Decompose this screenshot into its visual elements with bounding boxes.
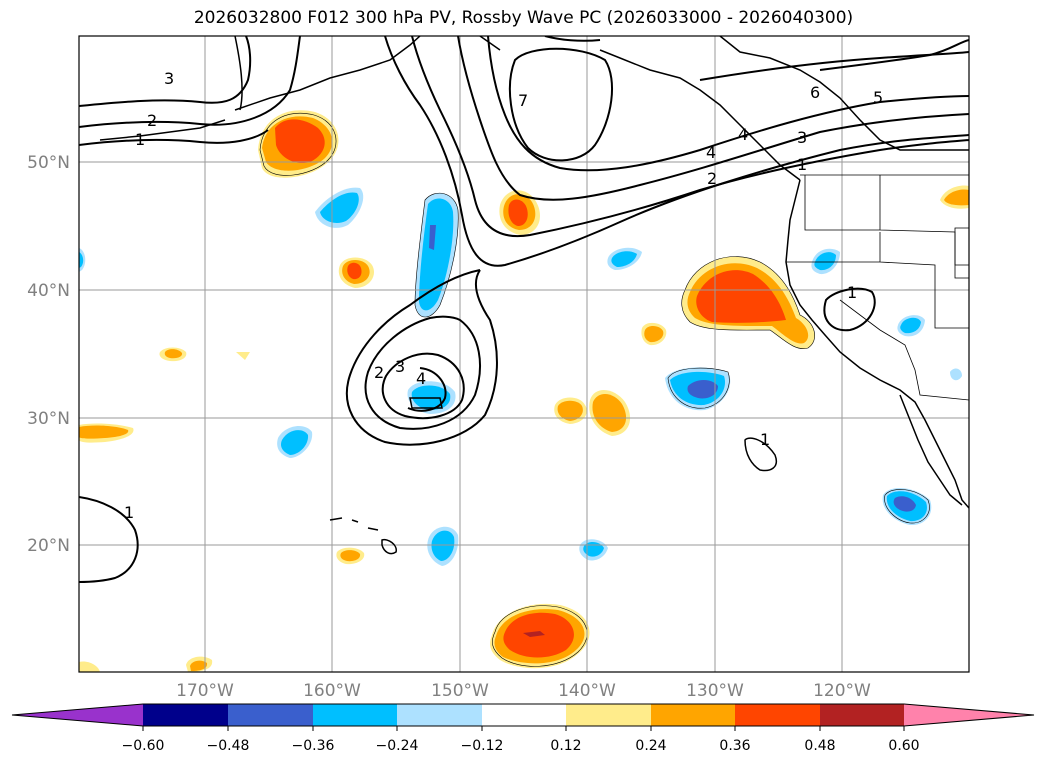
- contour-label: 6: [810, 83, 820, 102]
- lat-label: 20°N: [27, 536, 70, 556]
- map-panel: [79, 36, 969, 672]
- latitude-labels: 50°N 40°N 30°N 20°N: [27, 153, 70, 556]
- contour-label: 7: [518, 91, 528, 110]
- map-frame: [78, 35, 970, 673]
- colorbar-tick-label: 0.36: [719, 738, 750, 754]
- colorbar-bin: [651, 704, 735, 726]
- colorbar-ticks: [142, 726, 905, 731]
- colorbar-overflow: [904, 704, 1034, 726]
- contour-label: 1: [760, 430, 770, 449]
- contour-label: 1: [797, 155, 807, 174]
- lat-label: 50°N: [27, 153, 70, 173]
- colorbar-underflow: [12, 704, 143, 726]
- colorbar-tick-label: 0.24: [635, 738, 666, 754]
- longitude-labels: 170°W 160°W 150°W 140°W 130°W 120°W: [176, 681, 871, 701]
- coastlines: [99, 36, 969, 555]
- colorbar-bin: [397, 704, 482, 726]
- colorbar-tick-label: −0.12: [461, 738, 504, 754]
- colorbar-tick-labels: −0.60 −0.48 −0.36 −0.24 −0.12 0.12 0.24 …: [122, 738, 920, 754]
- contour-label: 1: [847, 283, 857, 302]
- negative-pv-shading: [79, 187, 962, 566]
- colorbar-bin: [482, 704, 566, 726]
- colorbar-bin: [228, 704, 313, 726]
- lon-label: 170°W: [176, 681, 234, 701]
- lon-label: 160°W: [303, 681, 361, 701]
- contour-label: 2: [147, 111, 157, 130]
- colorbar-tick-label: −0.24: [376, 738, 419, 754]
- colorbar-tick-label: −0.36: [292, 738, 335, 754]
- contour-label: 3: [395, 357, 405, 376]
- map-title: 2026032800 F012 300 hPa PV, Rossby Wave …: [193, 8, 854, 28]
- lon-label: 140°W: [558, 681, 616, 701]
- lon-label: 120°W: [813, 681, 871, 701]
- contour-label: 1: [135, 130, 145, 149]
- colorbar-bin: [566, 704, 651, 726]
- contour-label: 4: [738, 125, 748, 144]
- lat-label: 30°N: [27, 409, 70, 429]
- colorbar-tick-label: −0.48: [207, 738, 250, 754]
- colorbar-tick-label: 0.48: [804, 738, 835, 754]
- contour-label: 3: [164, 69, 174, 88]
- colorbar-bin: [820, 704, 904, 726]
- colorbar-tick-label: −0.60: [122, 738, 165, 754]
- contour-label: 4: [706, 143, 716, 162]
- contour-label: 4: [416, 369, 426, 388]
- colorbar-bin: [313, 704, 397, 726]
- lon-label: 150°W: [431, 681, 489, 701]
- colorbar-bin: [143, 704, 228, 726]
- pv-contours: [79, 36, 969, 583]
- colorbar: −0.60 −0.48 −0.36 −0.24 −0.12 0.12 0.24 …: [11, 703, 1035, 754]
- lat-label: 40°N: [27, 281, 70, 301]
- contour-label: 2: [707, 169, 717, 188]
- colorbar-bin: [735, 704, 820, 726]
- colorbar-tick-label: 0.60: [888, 738, 919, 754]
- contour-label: 3: [797, 128, 807, 147]
- political-borders: [786, 174, 969, 401]
- colorbar-tick-label: 0.12: [550, 738, 581, 754]
- contour-label: 1: [124, 503, 134, 522]
- contour-label: 2: [374, 363, 384, 382]
- contour-label: 5: [873, 88, 883, 107]
- contour-labels: 3 2 1 7 6 5 4 3 2 1 1 4 2 3 4 1 1: [124, 69, 883, 522]
- lon-label: 130°W: [686, 681, 744, 701]
